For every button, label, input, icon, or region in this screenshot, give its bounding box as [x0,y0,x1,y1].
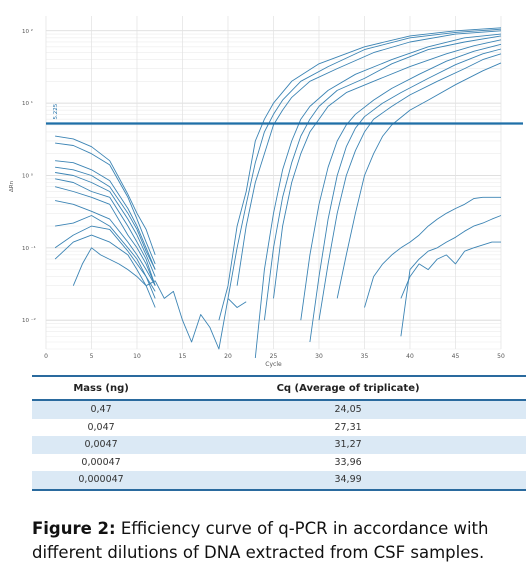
x-axis-ticks: 0 5 10 15 20 25 30 35 40 45 50 [44,353,505,360]
amplification-curve [55,172,156,277]
y-axis-label: ΔRn [9,180,15,192]
x-tick-label: 30 [315,353,323,360]
amplification-curve [72,247,247,350]
caption-lead: Figure 2: [32,519,116,538]
x-tick-label: 35 [361,353,369,360]
amplification-plot: 10 ² 10 ¹ 10 ⁰ 10 ⁻¹ 10 ⁻² 0 5 10 15 20 25 30 35 40 4… [9,16,523,368]
y-axis-ticks: 10 ² 10 ¹ 10 ⁰ 10 ⁻¹ 10 ⁻² [22,28,36,324]
amplification-curve [55,142,156,265]
x-tick-label: 5 [90,353,94,360]
amplification-curve [55,166,156,270]
amplification-curve [236,30,502,286]
amplification-curve [336,62,502,299]
cq-cell: 33,96 [334,456,362,468]
mass-cell: 0,047 [87,421,115,433]
amplification-curve [364,196,501,308]
y-tick-label: 10 ² [22,28,33,35]
table-header-row: Mass (ng) Cq (Average of triplicate) [32,375,526,401]
amplification-curve [54,186,156,286]
y-tick-label: 10 ⁻² [22,317,36,324]
y-tick-label: 10 ⁻¹ [22,245,36,252]
amplification-curve [55,178,156,286]
amplification-curve [400,215,502,337]
caption-text: Efficiency curve of q-PCR in accordance … [32,519,489,562]
table-row: 0,47 24,05 [32,400,526,419]
amplification-curve [300,43,502,321]
amplification-curve [227,28,502,299]
table-row: 0,0047 31,27 [32,436,526,454]
amplification-curve [55,135,156,256]
figure-caption: Figure 2: Efficiency curve of q-PCR in a… [32,517,522,565]
x-tick-label: 0 [44,353,48,360]
y-tick-label: 10 ⁰ [22,172,34,179]
amplification-curve [218,27,502,321]
amplification-curve [400,241,501,299]
amplification-curve [273,39,502,299]
x-tick-label: 40 [406,353,414,360]
amplification-curve [309,48,502,343]
amplification-curve [254,33,502,359]
amplification-curve [318,53,502,321]
amplification-curve [55,200,156,286]
x-tick-label: 15 [179,353,187,360]
series-group [54,27,502,359]
results-table: Mass (ng) Cq (Average of triplicate) 0,4… [32,375,526,491]
y-tick-label: 10 ¹ [22,100,33,107]
cq-cell: 27,31 [334,421,362,433]
x-tick-label: 25 [270,353,278,360]
threshold-label: 5.225 [53,103,59,119]
amplification-curve [263,35,502,321]
x-tick-label: 10 [133,353,141,360]
table-row: 0,047 27,31 [32,419,526,437]
x-axis-label: Cycle [265,361,282,368]
table-row: 0,00047 33,96 [32,454,526,472]
mass-header: Mass (ng) [32,375,171,401]
table-row: 0,000047 34,99 [32,471,526,491]
amplification-curve [55,160,156,270]
amplification-curve [55,215,156,292]
cq-cell: 24,05 [170,400,526,419]
mass-cell: 0,00047 [81,456,121,468]
cq-cell: 31,27 [170,436,526,454]
mass-cell: 0,47 [32,400,171,419]
cq-header: Cq (Average of triplicate) [170,375,526,401]
mass-cell: 0,000047 [32,471,171,491]
x-tick-label: 45 [452,353,460,360]
x-tick-label: 20 [224,353,232,360]
mass-cell: 0,0047 [32,436,171,454]
amplification-curve [54,225,156,299]
x-tick-label: 50 [497,353,505,360]
amplification-curve [54,234,156,308]
cq-cell: 34,99 [170,471,526,491]
